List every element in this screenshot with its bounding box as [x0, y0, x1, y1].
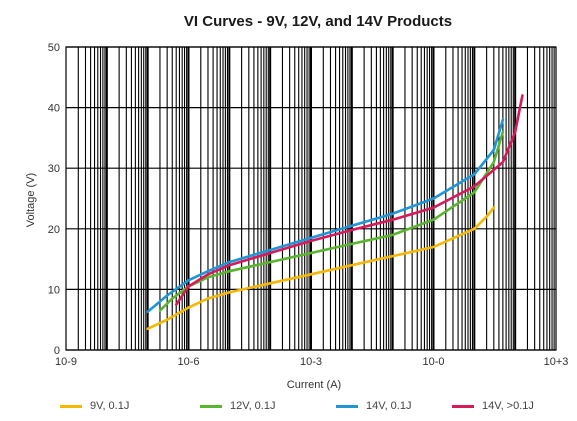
chart-title: VI Curves - 9V, 12V, and 14V Products	[184, 13, 452, 30]
legend-swatch	[452, 404, 474, 408]
legend-label: 14V, 0.1J	[366, 400, 412, 412]
legend-item-12v: 12V, 0.1J	[200, 396, 275, 416]
axis-ticks: 0 10 20 30 40 50 10-9 10-6 10-3 10-0 10+3	[48, 42, 569, 368]
series-line	[146, 206, 496, 331]
x-tick-label: 10-9	[55, 356, 77, 368]
x-axis-label: Current (A)	[287, 379, 341, 391]
grid	[65, 46, 557, 351]
x-tick-label: 10+3	[544, 356, 569, 368]
legend-label: 9V, 0.1J	[90, 400, 130, 412]
y-axis-label: Voltage (V)	[25, 173, 37, 227]
vi-chart: VI Curves - 9V, 12V, and 14V Products 01…	[25, 13, 569, 391]
x-tick-label: 10-6	[177, 356, 199, 368]
legend-label: 14V, >0.1J	[482, 400, 534, 412]
y-tick-label: 0	[54, 345, 60, 357]
legend-swatch	[200, 404, 222, 408]
y-tick-label: 20	[48, 224, 60, 236]
series-line	[174, 94, 524, 306]
series-line	[146, 118, 505, 314]
y-tick-label: 10	[48, 284, 60, 296]
series-lines	[146, 94, 524, 331]
legend-swatch	[336, 404, 358, 408]
y-tick-label: 50	[48, 42, 60, 54]
x-tick-label: 10-3	[300, 356, 322, 368]
legend: 9V, 0.1J 12V, 0.1J 14V, 0.1J 14V, >0.1J	[0, 396, 577, 416]
legend-item-9v: 9V, 0.1J	[60, 396, 129, 416]
x-tick-label: 10-0	[422, 356, 444, 368]
y-tick-label: 40	[48, 103, 60, 115]
y-tick-label: 30	[48, 163, 60, 175]
legend-item-14v: 14V, 0.1J	[336, 396, 411, 416]
legend-label: 12V, 0.1J	[230, 400, 276, 412]
legend-item-14v-high: 14V, >0.1J	[452, 396, 534, 416]
legend-swatch	[60, 404, 82, 408]
